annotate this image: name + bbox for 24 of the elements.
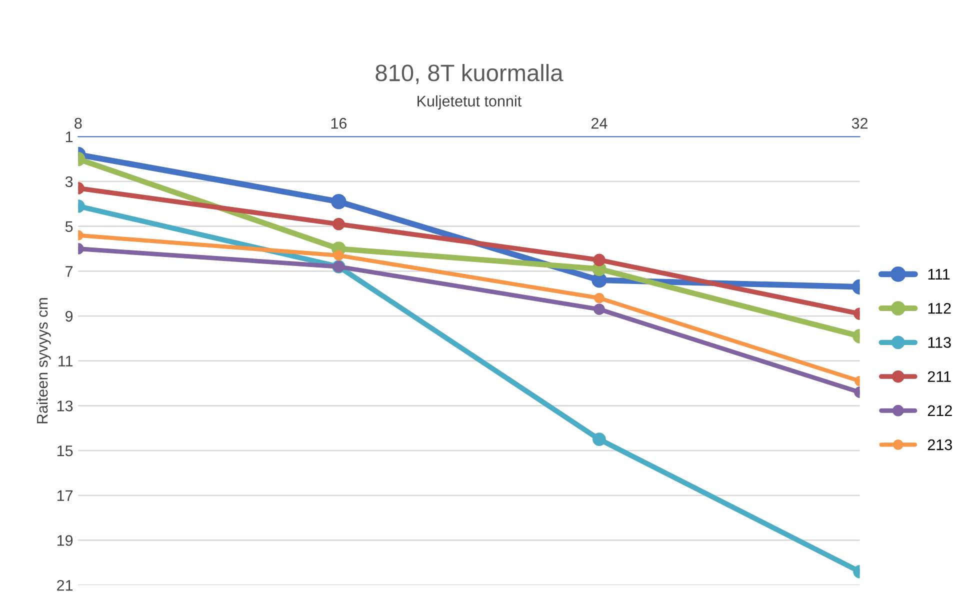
legend-label: 212 <box>928 405 952 416</box>
x-tick-label: 16 <box>331 118 347 129</box>
x-tick-label: 8 <box>74 118 82 129</box>
legend-label: 112 <box>928 302 951 314</box>
legend-label: 213 <box>928 439 952 450</box>
y-tick-label: 3 <box>65 176 73 188</box>
y-tick-label: 21 <box>57 580 73 591</box>
y-tick-label: 9 <box>66 310 73 322</box>
y-tick-label: 19 <box>57 535 73 546</box>
legend-label: 211 <box>928 371 951 382</box>
y-axis-title: Raiteen syvyys cm <box>36 298 51 424</box>
y-tick-label: 11 <box>58 356 73 366</box>
y-tick-label: 17 <box>57 490 73 501</box>
legend-label: 113 <box>928 337 951 348</box>
chart-title: 810, 8T kuormalla <box>376 64 564 84</box>
legend-label: 111 <box>928 269 950 280</box>
y-tick-label: 5 <box>65 221 73 232</box>
y-tick-label: 1 <box>66 132 73 142</box>
y-tick-label: 15 <box>57 446 73 456</box>
x-axis-title: Kuljetetut tonnit <box>418 95 522 110</box>
x-tick-label: 32 <box>852 118 868 129</box>
y-tick-label: 13 <box>57 400 73 412</box>
y-tick-label: 7 <box>66 266 73 277</box>
x-tick-label: 24 <box>592 118 608 129</box>
